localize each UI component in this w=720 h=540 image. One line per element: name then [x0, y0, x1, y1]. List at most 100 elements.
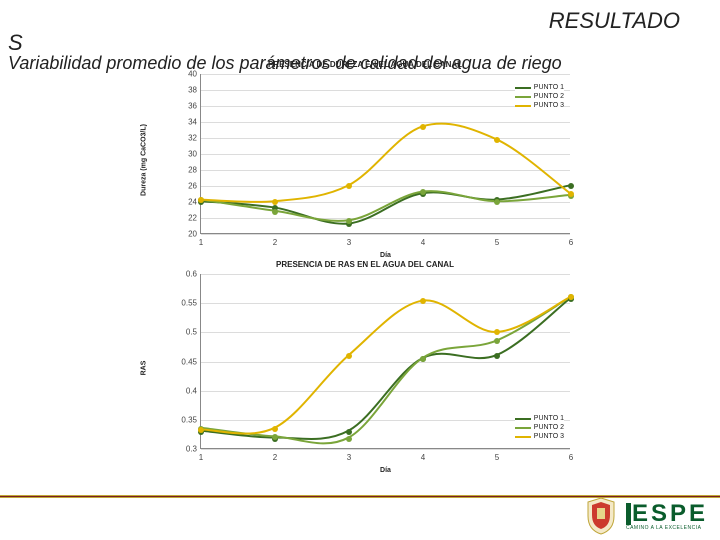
legend-item: PUNTO 2 — [515, 424, 564, 431]
x-tick-label: 4 — [421, 238, 425, 247]
gridline — [201, 202, 570, 203]
data-marker — [272, 426, 278, 432]
y-tick-label: 0.45 — [175, 357, 197, 366]
gridline — [201, 391, 570, 392]
x-tick-label: 3 — [347, 238, 351, 247]
data-marker — [272, 199, 278, 205]
legend-swatch — [515, 96, 531, 98]
data-marker — [346, 183, 352, 189]
data-marker — [272, 434, 278, 440]
x-tick-label: 4 — [421, 453, 425, 462]
y-tick-label: 0.55 — [175, 299, 197, 308]
data-marker — [346, 353, 352, 359]
legend-label: PUNTO 2 — [534, 93, 564, 100]
legend: PUNTO 1 PUNTO 2 PUNTO 3 — [515, 415, 564, 442]
legend-item: PUNTO 3 — [515, 102, 564, 109]
y-tick-label: 30 — [175, 150, 197, 159]
shield-icon — [584, 496, 618, 536]
dureza-chart: PRESENCIA DE DUREZA EN EL AGUA DEL CANAL… — [150, 60, 580, 260]
data-marker — [494, 329, 500, 335]
y-tick-label: 22 — [175, 214, 197, 223]
data-marker — [198, 427, 204, 433]
legend-swatch — [515, 105, 531, 107]
x-tick-label: 6 — [569, 453, 573, 462]
y-tick-label: 24 — [175, 198, 197, 207]
x-axis-label: Día — [380, 467, 391, 474]
x-tick-label: 1 — [199, 238, 203, 247]
data-marker — [568, 191, 574, 197]
series-line — [201, 191, 570, 221]
footer-logo: ESPE CAMINO A LA EXCELENCIA — [584, 496, 708, 536]
data-marker — [568, 183, 574, 189]
y-tick-label: 40 — [175, 70, 197, 79]
legend-label: PUNTO 1 — [534, 415, 564, 422]
gridline — [201, 234, 570, 235]
gridline — [201, 449, 570, 450]
y-tick-label: 0.5 — [175, 328, 197, 337]
y-tick-label: 0.6 — [175, 270, 197, 279]
data-marker — [494, 353, 500, 359]
x-axis-label: Día — [380, 252, 391, 259]
y-axis-label: Dureza (mg CaCO3/L) — [141, 124, 148, 196]
y-axis-label: RAS — [141, 360, 148, 375]
legend-label: PUNTO 3 — [534, 433, 564, 440]
gridline — [201, 362, 570, 363]
data-marker — [420, 356, 426, 362]
y-tick-label: 20 — [175, 230, 197, 239]
chart-title: PRESENCIA DE RAS EN EL AGUA DEL CANAL — [150, 260, 580, 269]
data-marker — [568, 294, 574, 300]
data-marker — [198, 197, 204, 203]
series-line — [201, 124, 570, 202]
x-tick-label: 2 — [273, 453, 277, 462]
data-marker — [420, 189, 426, 195]
legend-item: PUNTO 3 — [515, 433, 564, 440]
y-tick-label: 32 — [175, 134, 197, 143]
x-tick-label: 3 — [347, 453, 351, 462]
data-marker — [346, 429, 352, 435]
x-tick-label: 2 — [273, 238, 277, 247]
y-tick-label: 0.4 — [175, 386, 197, 395]
x-tick-label: 1 — [199, 453, 203, 462]
legend: PUNTO 1 PUNTO 2 PUNTO 3 — [515, 84, 564, 111]
legend-swatch — [515, 418, 531, 420]
data-marker — [420, 298, 426, 304]
gridline — [201, 154, 570, 155]
y-tick-label: 28 — [175, 166, 197, 175]
y-tick-label: 0.35 — [175, 415, 197, 424]
gridline — [201, 122, 570, 123]
legend-swatch — [515, 87, 531, 89]
y-tick-label: 34 — [175, 118, 197, 127]
data-marker — [346, 218, 352, 224]
gridline — [201, 218, 570, 219]
data-marker — [272, 209, 278, 215]
plot-area: 0.30.350.40.450.50.550.6123456DíaPUNTO 1… — [200, 274, 570, 449]
data-marker — [494, 338, 500, 344]
gridline — [201, 332, 570, 333]
gridline — [201, 274, 570, 275]
chart-title: PRESENCIA DE DUREZA EN EL AGUA DEL CANAL — [150, 60, 580, 69]
legend-label: PUNTO 2 — [534, 424, 564, 431]
data-marker — [494, 137, 500, 143]
x-tick-label: 6 — [569, 238, 573, 247]
logo-tagline: CAMINO A LA EXCELENCIA — [626, 526, 708, 531]
legend-swatch — [515, 436, 531, 438]
gridline — [201, 138, 570, 139]
series-line — [201, 297, 570, 433]
data-marker — [346, 436, 352, 442]
title-resultado: RESULTADO — [549, 8, 680, 34]
plot-area: 2022242628303234363840123456DíaPUNTO 1PU… — [200, 74, 570, 234]
y-tick-label: 26 — [175, 182, 197, 191]
x-tick-label: 5 — [495, 238, 499, 247]
y-tick-label: 0.3 — [175, 445, 197, 454]
gridline — [201, 74, 570, 75]
gridline — [201, 186, 570, 187]
legend-swatch — [515, 427, 531, 429]
y-tick-label: 36 — [175, 102, 197, 111]
data-marker — [420, 124, 426, 130]
data-marker — [494, 199, 500, 205]
logo-letters: ESPE — [626, 502, 708, 526]
legend-item: PUNTO 1 — [515, 415, 564, 422]
legend-item: PUNTO 1 — [515, 84, 564, 91]
gridline — [201, 303, 570, 304]
ras-chart: PRESENCIA DE RAS EN EL AGUA DEL CANALRAS… — [150, 260, 580, 475]
